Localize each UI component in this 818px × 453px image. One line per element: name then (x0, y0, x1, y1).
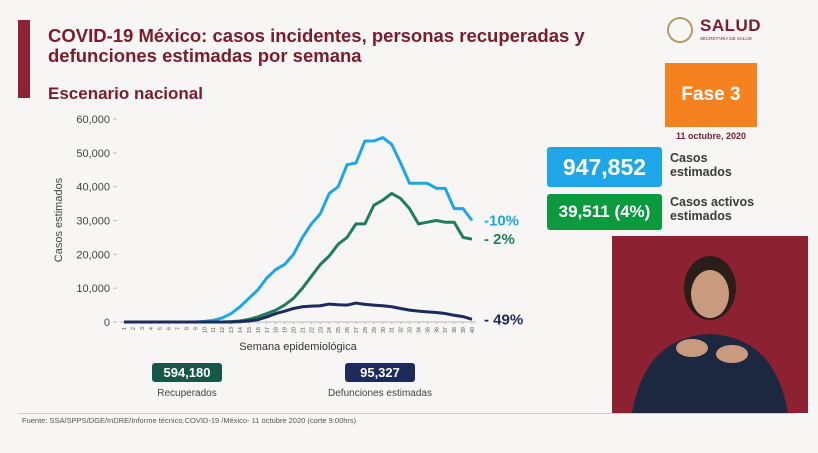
x-tick-label: 17 (265, 327, 271, 333)
x-tick-label: 36 (434, 327, 440, 333)
x-tick-label: 6 (167, 327, 173, 330)
x-tick-label: 16 (256, 327, 262, 333)
footer: Fuente: SSA/SPPS/DGE/InDRE/Informe técni… (22, 416, 357, 425)
x-tick-label: 26 (345, 327, 351, 333)
x-tick-label: 13 (229, 327, 235, 333)
x-tick-label: 35 (425, 327, 431, 333)
x-tick-label: 11 (211, 327, 217, 333)
x-tick-label: 1 (122, 327, 128, 330)
x-tick-label: 33 (408, 327, 414, 333)
y-tick-label: 10,000 (76, 283, 110, 295)
body (632, 334, 788, 413)
accent-bar (18, 20, 30, 98)
x-tick-label: 4 (149, 327, 155, 330)
x-tick-label: 7 (176, 327, 182, 330)
x-tick-label: 9 (193, 327, 199, 330)
x-tick-label: 30 (381, 327, 387, 333)
x-tick-label: 21 (300, 327, 306, 333)
x-tick-label: 27 (354, 327, 360, 333)
hand (676, 339, 708, 357)
x-tick-label: 34 (416, 327, 422, 333)
series-line (124, 191, 473, 324)
x-tick-label: 24 (327, 327, 333, 333)
end-label: -10% (484, 213, 519, 230)
logo-text: SALUD (700, 16, 762, 35)
x-tick-label: 19 (283, 327, 289, 333)
x-tick-label: 25 (336, 327, 342, 333)
x-tick-label: 39 (461, 327, 467, 333)
y-tick-label: 60,000 (76, 114, 110, 126)
phase-date: 11 octubre, 2020 (675, 131, 747, 141)
x-tick-label: 37 (443, 327, 449, 333)
y-axis-label: Casos estimados (53, 177, 65, 262)
x-tick-label: 3 (140, 327, 146, 330)
y-tick-label: 20,000 (76, 249, 110, 261)
x-axis-label: Semana epidemiológica (239, 341, 357, 353)
y-tick-label: 50,000 (76, 148, 110, 160)
end-label: - 2% (484, 231, 515, 248)
x-tick-label: 14 (238, 327, 244, 333)
x-tick-label: 5 (158, 327, 164, 330)
x-tick-label: 29 (372, 327, 378, 333)
summary-value: 594,180 (152, 363, 222, 382)
face (691, 270, 729, 318)
title: COVID-19 México: casos incidentes, perso… (48, 25, 585, 66)
summary-value: 947,852 (547, 147, 662, 187)
summary-label: Recuperados (157, 388, 217, 399)
x-tick-label: 2 (131, 327, 137, 330)
summary-value: 95,327 (345, 363, 415, 382)
logo-subtext: SECRETARÍA DE SALUD (700, 36, 752, 41)
x-tick-label: 28 (363, 327, 369, 333)
x-tick-label: 40 (470, 327, 476, 333)
seal (667, 17, 693, 43)
footer-line (18, 413, 794, 414)
x-tick-label: 8 (184, 327, 190, 330)
summary-value: 39,511 (4%) (547, 194, 662, 230)
summary-label: Defunciones estimadas (328, 388, 432, 399)
x-tick-label: 38 (452, 327, 458, 333)
series-line (124, 301, 473, 324)
subtitle: Escenario nacional (48, 84, 203, 103)
chart: Casos estimados Semana epidemiológica 0 1… (53, 114, 523, 353)
x-tick-label: 12 (220, 327, 226, 333)
summary-label: Casos activos estimados (670, 195, 755, 223)
x-tick-label: 32 (399, 327, 405, 333)
y-tick-label: 0 (104, 317, 110, 329)
x-tick-label: 31 (390, 327, 396, 333)
interpreter-figure (632, 256, 788, 413)
x-tick-label: 23 (318, 327, 324, 333)
hand (716, 345, 748, 363)
x-tick-label: 18 (274, 327, 280, 333)
x-tick-label: 10 (202, 327, 208, 333)
end-label: - 49% (484, 311, 523, 328)
interpreter-video (612, 236, 808, 413)
phase-box: Fase 3 (665, 63, 757, 127)
summary-label: Casos estimados (670, 151, 732, 179)
x-tick-label: 22 (309, 327, 315, 333)
x-tick-label: 20 (292, 327, 298, 333)
y-tick-label: 40,000 (76, 182, 110, 194)
x-tick-label: 15 (247, 327, 253, 333)
y-tick-label: 30,000 (76, 216, 110, 228)
